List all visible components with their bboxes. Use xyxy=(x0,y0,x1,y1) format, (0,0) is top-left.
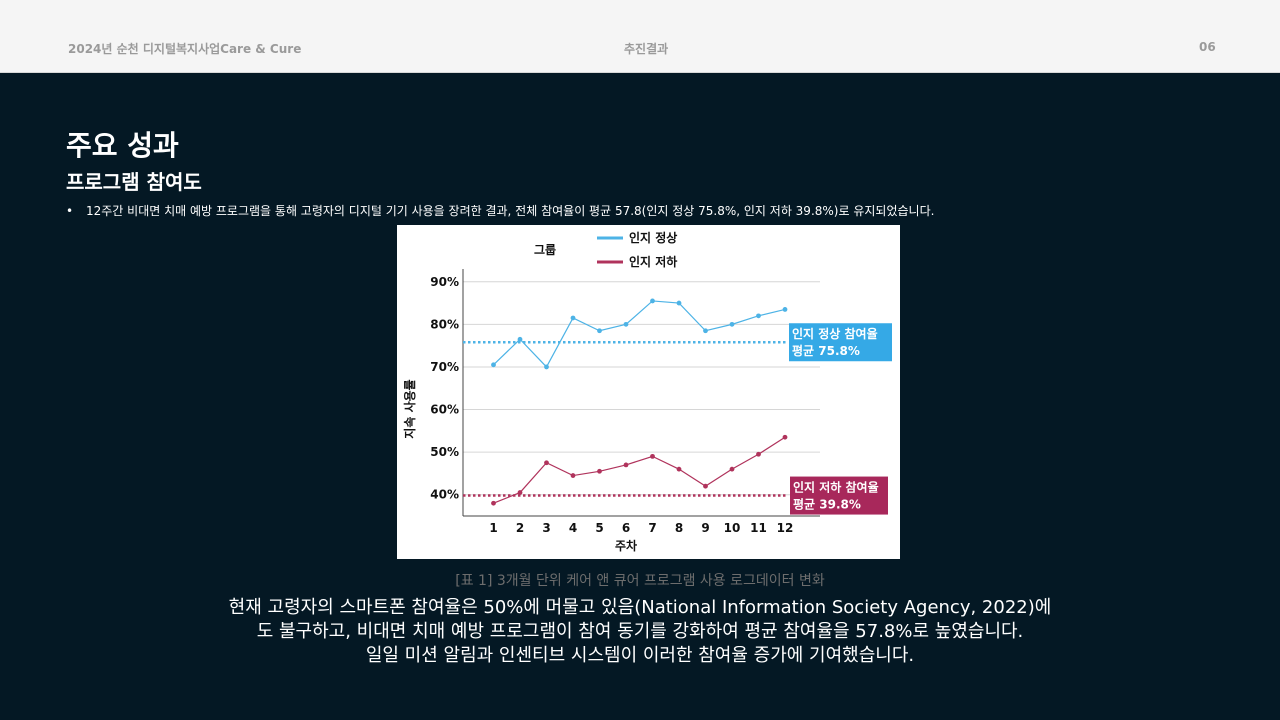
section-title: 추진결과 xyxy=(624,42,669,56)
summary-text: 현재 고령자의 스마트폰 참여율은 50%에 머물고 있음(National I… xyxy=(140,596,1140,668)
project-name: 2024년 순천 디지털복지사업Care & Cure xyxy=(68,42,302,56)
data-point xyxy=(703,483,708,489)
top-header-bar: 2024년 순천 디지털복지사업Care & Cure 추진결과 06 xyxy=(0,0,1280,73)
data-point xyxy=(597,328,602,334)
data-point xyxy=(623,462,629,468)
legend-title: 그룹 xyxy=(534,242,556,257)
x-tick-label: 12 xyxy=(777,521,794,535)
data-point xyxy=(517,490,523,495)
data-point xyxy=(676,466,682,472)
average-label-title: 인지 정상 참여율 xyxy=(792,326,878,341)
data-point xyxy=(544,364,549,370)
chart-container: 40% 50% 60% 70% 80% 90% 1 2 3 4 5 6 7 8 9 10 11 12 주차 지속 사용… xyxy=(397,225,900,559)
x-tick-label: 4 xyxy=(569,521,577,535)
summary-line: 일일 미션 알림과 인센티브 시스템이 이러한 참여율 증가에 기여했습니다. xyxy=(365,645,915,666)
data-point xyxy=(570,315,576,321)
data-point xyxy=(676,300,682,306)
x-tick-label: 10 xyxy=(724,521,741,535)
page-number: 06 xyxy=(1199,40,1216,54)
data-point xyxy=(597,468,602,474)
data-point xyxy=(623,321,629,327)
average-label-value: 평균 39.8% xyxy=(793,498,861,512)
y-tick-label: 40% xyxy=(430,488,459,502)
data-point xyxy=(650,298,655,304)
section-subtitle: 프로그램 참여도 xyxy=(66,170,202,194)
chart-caption: [표 1] 3개월 단위 케어 앤 큐어 프로그램 사용 로그데이터 변화 xyxy=(455,573,825,589)
x-tick-label: 3 xyxy=(542,521,550,535)
y-tick-label: 60% xyxy=(430,403,459,417)
data-point xyxy=(570,473,576,478)
average-label-box xyxy=(790,476,888,515)
data-point xyxy=(782,307,788,312)
x-tick-label: 9 xyxy=(701,521,709,535)
page-title: 주요 성과 xyxy=(66,129,179,162)
data-point xyxy=(756,313,761,319)
series-line xyxy=(493,436,786,504)
x-tick-label: 1 xyxy=(489,521,497,535)
x-axis-title: 주차 xyxy=(615,538,637,553)
series-line xyxy=(493,300,786,368)
data-point xyxy=(703,328,708,334)
y-tick-label: 90% xyxy=(430,275,459,289)
data-point xyxy=(729,321,735,327)
data-point xyxy=(491,500,496,506)
data-point xyxy=(650,453,655,459)
average-label-box xyxy=(789,323,892,362)
bullet-text: 12주간 비대면 치매 예방 프로그램을 통해 고령자의 디지털 기기 사용을 … xyxy=(86,204,935,218)
x-tick-label: 5 xyxy=(595,521,603,535)
data-point xyxy=(544,460,549,466)
average-label-title: 인지 저하 참여율 xyxy=(793,480,879,495)
y-tick-label: 70% xyxy=(430,360,459,374)
x-tick-label: 2 xyxy=(516,521,524,535)
data-point xyxy=(756,451,761,457)
data-point xyxy=(782,434,788,440)
y-axis-title: 지속 사용률 xyxy=(402,379,417,438)
data-point xyxy=(729,466,735,472)
bullet-item: • 12주간 비대면 치매 예방 프로그램을 통해 고령자의 디지털 기기 사용을… xyxy=(66,202,934,219)
x-tick-label: 6 xyxy=(622,521,630,535)
summary-line: 도 불구하고, 비대면 치매 예방 프로그램이 참여 동기를 강화하여 평균 참… xyxy=(256,621,1024,642)
y-tick-label: 80% xyxy=(430,317,459,331)
data-point xyxy=(517,336,523,342)
x-tick-label: 7 xyxy=(648,521,656,535)
legend-entry: 인지 저하 xyxy=(629,254,677,269)
x-tick-label: 11 xyxy=(750,521,767,535)
y-tick-label: 50% xyxy=(430,445,459,459)
x-tick-label: 8 xyxy=(675,521,683,535)
bullet-dot-icon: • xyxy=(66,204,74,218)
summary-line: 현재 고령자의 스마트폰 참여율은 50%에 머물고 있음(National I… xyxy=(228,597,1052,618)
average-label-value: 평균 75.8% xyxy=(792,344,860,358)
data-point xyxy=(491,362,496,368)
legend-entry: 인지 정상 xyxy=(629,230,677,245)
